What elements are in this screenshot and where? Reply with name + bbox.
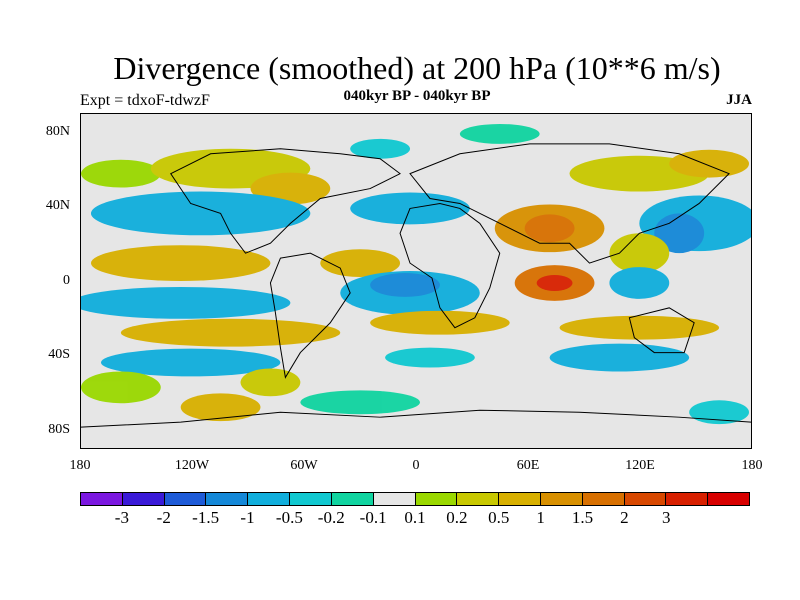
colorbar-label: -1.5	[192, 508, 220, 527]
colorbar-label: 1.5	[571, 508, 594, 527]
colorbar-label: 1	[536, 508, 545, 527]
colorbar-swatch	[331, 493, 374, 505]
longitude-label: 60W	[290, 458, 318, 473]
longitude-label: 180	[741, 458, 763, 473]
colorbar-label: -2	[156, 508, 171, 527]
colorbar-swatch	[373, 493, 416, 505]
colorbar-label: -0.5	[275, 508, 303, 527]
coastlines	[81, 143, 751, 428]
colorbar-label: 0.5	[488, 508, 510, 527]
colorbar-swatch	[666, 493, 709, 505]
latitude-label: 0	[63, 273, 70, 288]
colorbar-label: 3	[662, 508, 671, 527]
colorbar-label: -0.1	[359, 508, 387, 527]
longitude-label: 60E	[516, 458, 540, 473]
colorbar-label: 2	[620, 508, 629, 527]
longitude-label: 0	[412, 458, 420, 473]
latitude-label: 80N	[45, 124, 70, 139]
colorbar-label: -3	[114, 508, 129, 527]
latitude-label: 40N	[45, 198, 70, 213]
colorbar-swatch	[415, 493, 458, 505]
map-title: Divergence (smoothed) at 200 hPa (10**6 …	[113, 50, 721, 86]
colorbar-swatch	[499, 493, 541, 505]
longitude-label: 180	[69, 458, 91, 473]
colorbar-swatch	[708, 493, 749, 505]
latitude-label: 40S	[48, 347, 70, 362]
colorbar-label: -1	[240, 508, 255, 527]
latitude-label: 80S	[48, 422, 70, 437]
period-label: 040kyr BP - 040kyr BP	[343, 88, 491, 104]
colorbar-label: 0.1	[404, 508, 426, 527]
colorbar-label: -0.2	[317, 508, 345, 527]
colorbar	[80, 492, 750, 506]
experiment-label: Expt = tdxoF-tdwzF	[80, 92, 210, 109]
colorbar-swatch	[624, 493, 667, 505]
colorbar-swatch	[81, 493, 123, 505]
longitude-label: 120E	[625, 458, 655, 473]
colorbar-swatch	[582, 493, 625, 505]
colorbar-swatch	[248, 493, 291, 505]
colorbar-swatch	[290, 493, 332, 505]
colorbar-swatch	[164, 493, 207, 505]
divergence-map	[81, 114, 751, 448]
colorbar-swatch	[457, 493, 500, 505]
map-plot	[80, 113, 752, 449]
field-blobs	[81, 123, 751, 425]
colorbar-swatch	[206, 493, 249, 505]
colorbar-swatch	[122, 493, 165, 505]
colorbar-swatch	[540, 493, 583, 505]
season-label: JJA	[726, 92, 752, 108]
longitude-label: 120W	[174, 458, 210, 473]
colorbar-label: 0.2	[446, 508, 468, 527]
